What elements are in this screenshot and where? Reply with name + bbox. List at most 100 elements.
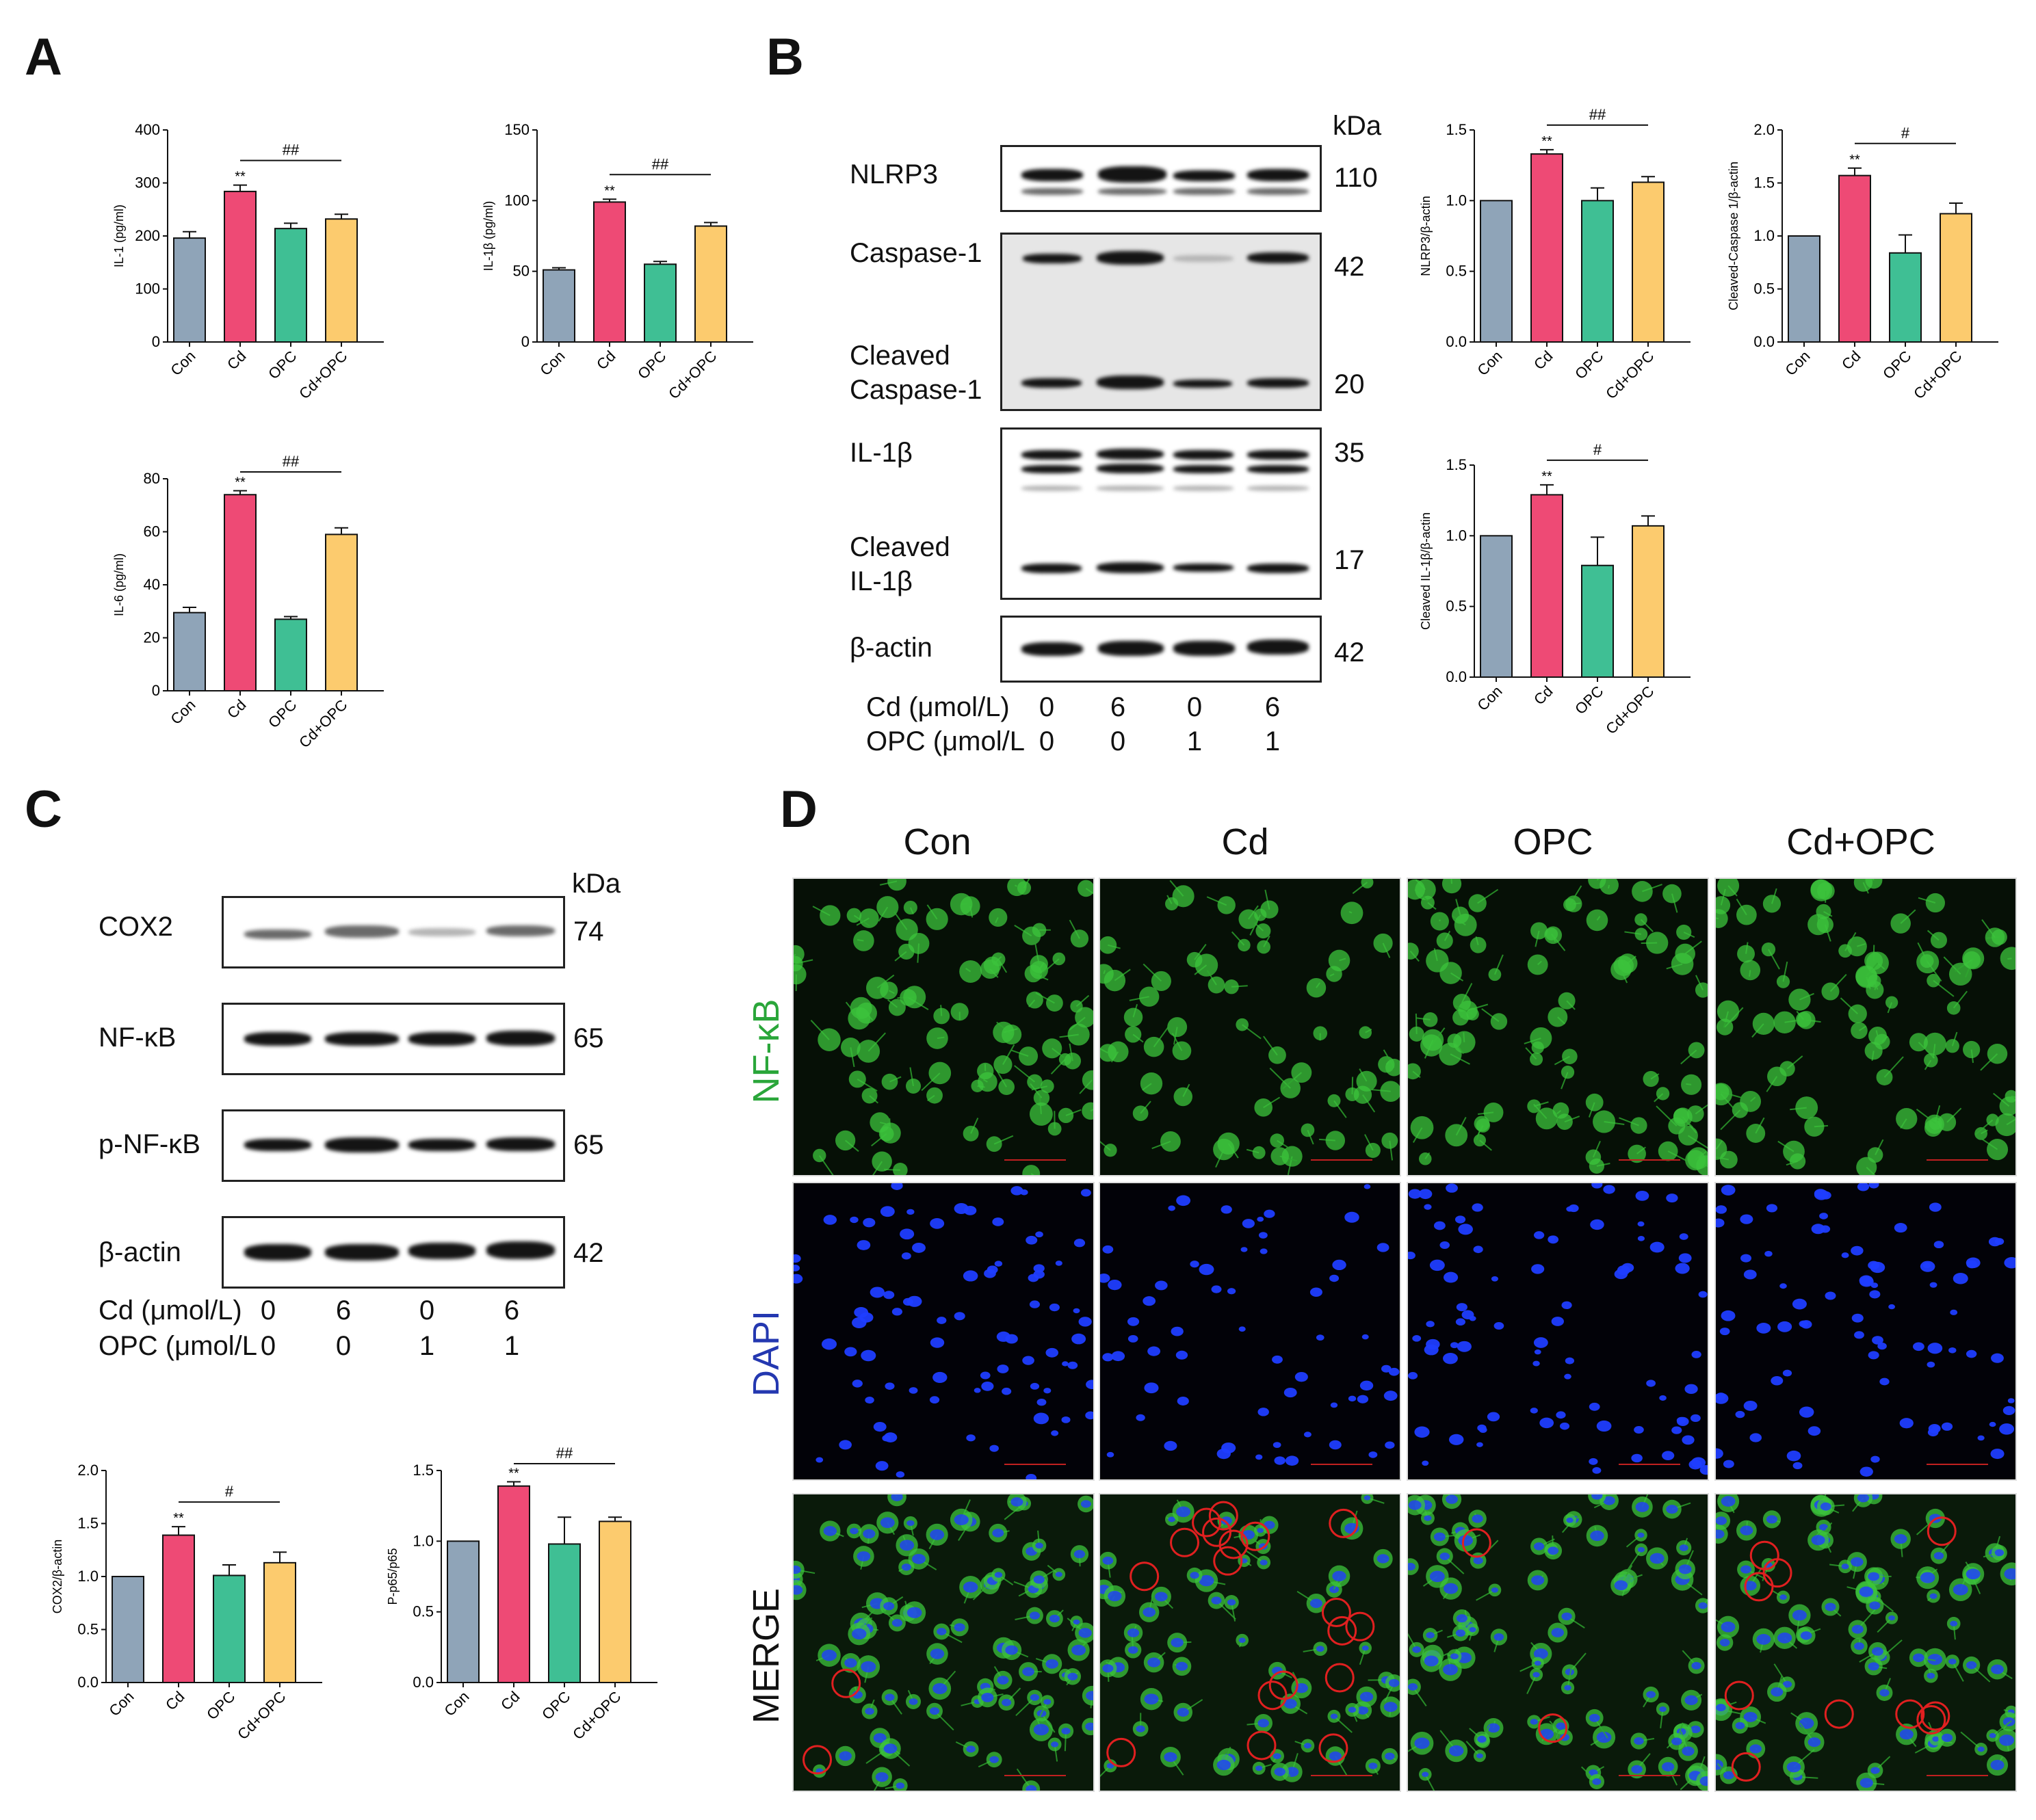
blot-label-cleaved-caspase1: Cleaved Caspase-1: [850, 341, 982, 405]
bar-con: [1480, 200, 1513, 343]
ifc-col-con: Con: [903, 821, 971, 862]
dose-cd-b-3: 0: [1186, 692, 1203, 722]
significance-label: ##: [283, 142, 300, 159]
x-tick-label: Cd+OPC: [296, 347, 350, 402]
significance-label: #: [1901, 124, 1910, 142]
dose-opc-c-1: 0: [260, 1331, 276, 1361]
y-tick-label: 80: [144, 470, 160, 487]
dose-cd-c-3: 0: [419, 1295, 435, 1326]
x-tick-label: Cd+OPC: [1602, 347, 1657, 402]
panel-letter-d: D: [780, 780, 818, 839]
bar-opc: [1581, 200, 1614, 343]
y-tick-label: 60: [144, 523, 160, 540]
mw-pnfkb: 65: [573, 1130, 604, 1160]
bar-con: [1480, 535, 1513, 678]
bar-cd: [224, 494, 257, 691]
kda-label-b: kDa: [1333, 111, 1382, 141]
blot-caspase1: [1000, 233, 1322, 411]
y-tick-label: 400: [135, 121, 160, 138]
y-tick-label: 0.5: [1446, 598, 1467, 615]
y-tick-label: 100: [504, 192, 530, 209]
bar-opc: [213, 1574, 246, 1683]
mw-cleaved-caspase1: 20: [1334, 369, 1365, 399]
x-tick-label: Cd+OPC: [1910, 347, 1965, 402]
x-tick-label: OPC: [265, 696, 300, 731]
chart-cleaved-il1b: Cleaved IL-1β/β-actin 0.0 0.5 1.0 1.5 Con Cd OP…: [1419, 441, 1691, 737]
y-tick-label: 0: [152, 333, 160, 350]
y-tick-label: 20: [144, 629, 160, 646]
ifc-tile-opc-nfκb: [1407, 878, 1709, 1176]
x-tick-label: OPC: [1879, 347, 1914, 382]
x-tick-label: Cd: [1530, 347, 1556, 373]
x-tick-label: OPC: [634, 347, 669, 382]
y-tick-label: 1.5: [1446, 121, 1467, 138]
x-tick-label: Cd: [224, 347, 250, 373]
x-tick-label: OPC: [1571, 347, 1606, 382]
significance-star: **: [235, 170, 246, 185]
dose-opc-b-2: 0: [1110, 726, 1126, 756]
ifc-tile-cd-dapi: [1099, 1182, 1401, 1481]
dose-opc-b-4: 1: [1264, 726, 1281, 756]
x-tick-label: Cd: [224, 696, 250, 722]
y-tick-label: 1.5: [77, 1515, 99, 1532]
bar-opc: [274, 618, 307, 691]
chart-cox2: COX2/β-actin 0.0 0.5 1.0 1.5 2.0 Con Cd OPCCd+OP…: [51, 1462, 322, 1743]
ifc-row-dapi: DAPI: [746, 1310, 787, 1397]
x-tick-label: Cd+OPC: [1602, 683, 1657, 737]
chart-cox2-plot: COX2/β-actin 0.0 0.5 1.0 1.5 2.0 Con Cd OPCCd+OP…: [51, 1462, 322, 1743]
significance-star: **: [1541, 469, 1552, 484]
x-tick-label: OPC: [203, 1688, 238, 1723]
blot-label-pnfkb: p-NF-κB: [99, 1129, 200, 1159]
x-tick-label: Con: [1781, 347, 1813, 379]
significance-star: **: [173, 1511, 184, 1526]
y-axis-label: COX2/β-actin: [51, 1540, 64, 1613]
mw-cleaved-il1b: 17: [1334, 545, 1365, 575]
y-tick-label: 0: [521, 333, 530, 350]
significance-label: ##: [652, 155, 669, 172]
blot-label-bactin-c: β-actin: [99, 1237, 181, 1267]
y-axis-label: IL-1 (pg/ml): [112, 205, 126, 267]
bar-cd: [1530, 153, 1563, 343]
panel-letter-c: C: [25, 780, 62, 839]
x-tick-label: Con: [1474, 683, 1505, 714]
x-tick-label: Con: [536, 347, 568, 379]
dose-cd-c-1: 0: [260, 1295, 276, 1326]
y-tick-label: 0: [152, 682, 160, 699]
y-tick-label: 40: [144, 576, 160, 593]
y-tick-label: 1.0: [1446, 192, 1467, 209]
dose-opc-label-b: OPC (μmol/L: [866, 726, 1025, 756]
x-tick-label: Con: [167, 696, 198, 728]
significance-label: ##: [1589, 106, 1606, 123]
dose-opc-c-4: 1: [504, 1331, 520, 1361]
x-tick-label: OPC: [538, 1688, 573, 1723]
blot-label-nfkb: NF-κB: [99, 1023, 177, 1053]
y-tick-label: 1.5: [1753, 174, 1775, 192]
y-axis-label: NLRP3/β-actin: [1419, 196, 1433, 276]
mw-caspase1: 42: [1334, 252, 1365, 282]
ifc-tile-con-dapi: [792, 1182, 1095, 1481]
y-tick-label: 2.0: [1753, 121, 1775, 138]
y-tick-label: 50: [513, 263, 530, 280]
bar-cd-opc: [694, 225, 727, 343]
bar-con: [447, 1540, 480, 1684]
mw-nlrp3: 110: [1334, 163, 1378, 193]
bar-opc: [548, 1543, 581, 1684]
blot-bactin-b: [1000, 616, 1322, 683]
dose-cd-c-4: 6: [504, 1295, 520, 1326]
y-tick-label: 150: [504, 121, 530, 138]
y-tick-label: 0.5: [77, 1621, 99, 1638]
ifc-tile-con-merge: [792, 1493, 1095, 1792]
dose-cd-label-c: Cd (μmol/L): [99, 1295, 242, 1326]
blot-label-bactin-b: β-actin: [850, 633, 932, 663]
bar-con: [173, 611, 206, 691]
y-tick-label: 1.0: [413, 1532, 434, 1549]
x-tick-label: Cd+OPC: [234, 1688, 289, 1743]
ifc-tile-cd-opc-dapi: [1714, 1182, 2017, 1481]
y-tick-label: 1.0: [77, 1568, 99, 1585]
y-axis-label: Cleaved-Caspase 1/β-actin: [1727, 161, 1740, 310]
y-tick-label: 0.5: [413, 1603, 434, 1620]
bar-opc: [1581, 564, 1614, 678]
